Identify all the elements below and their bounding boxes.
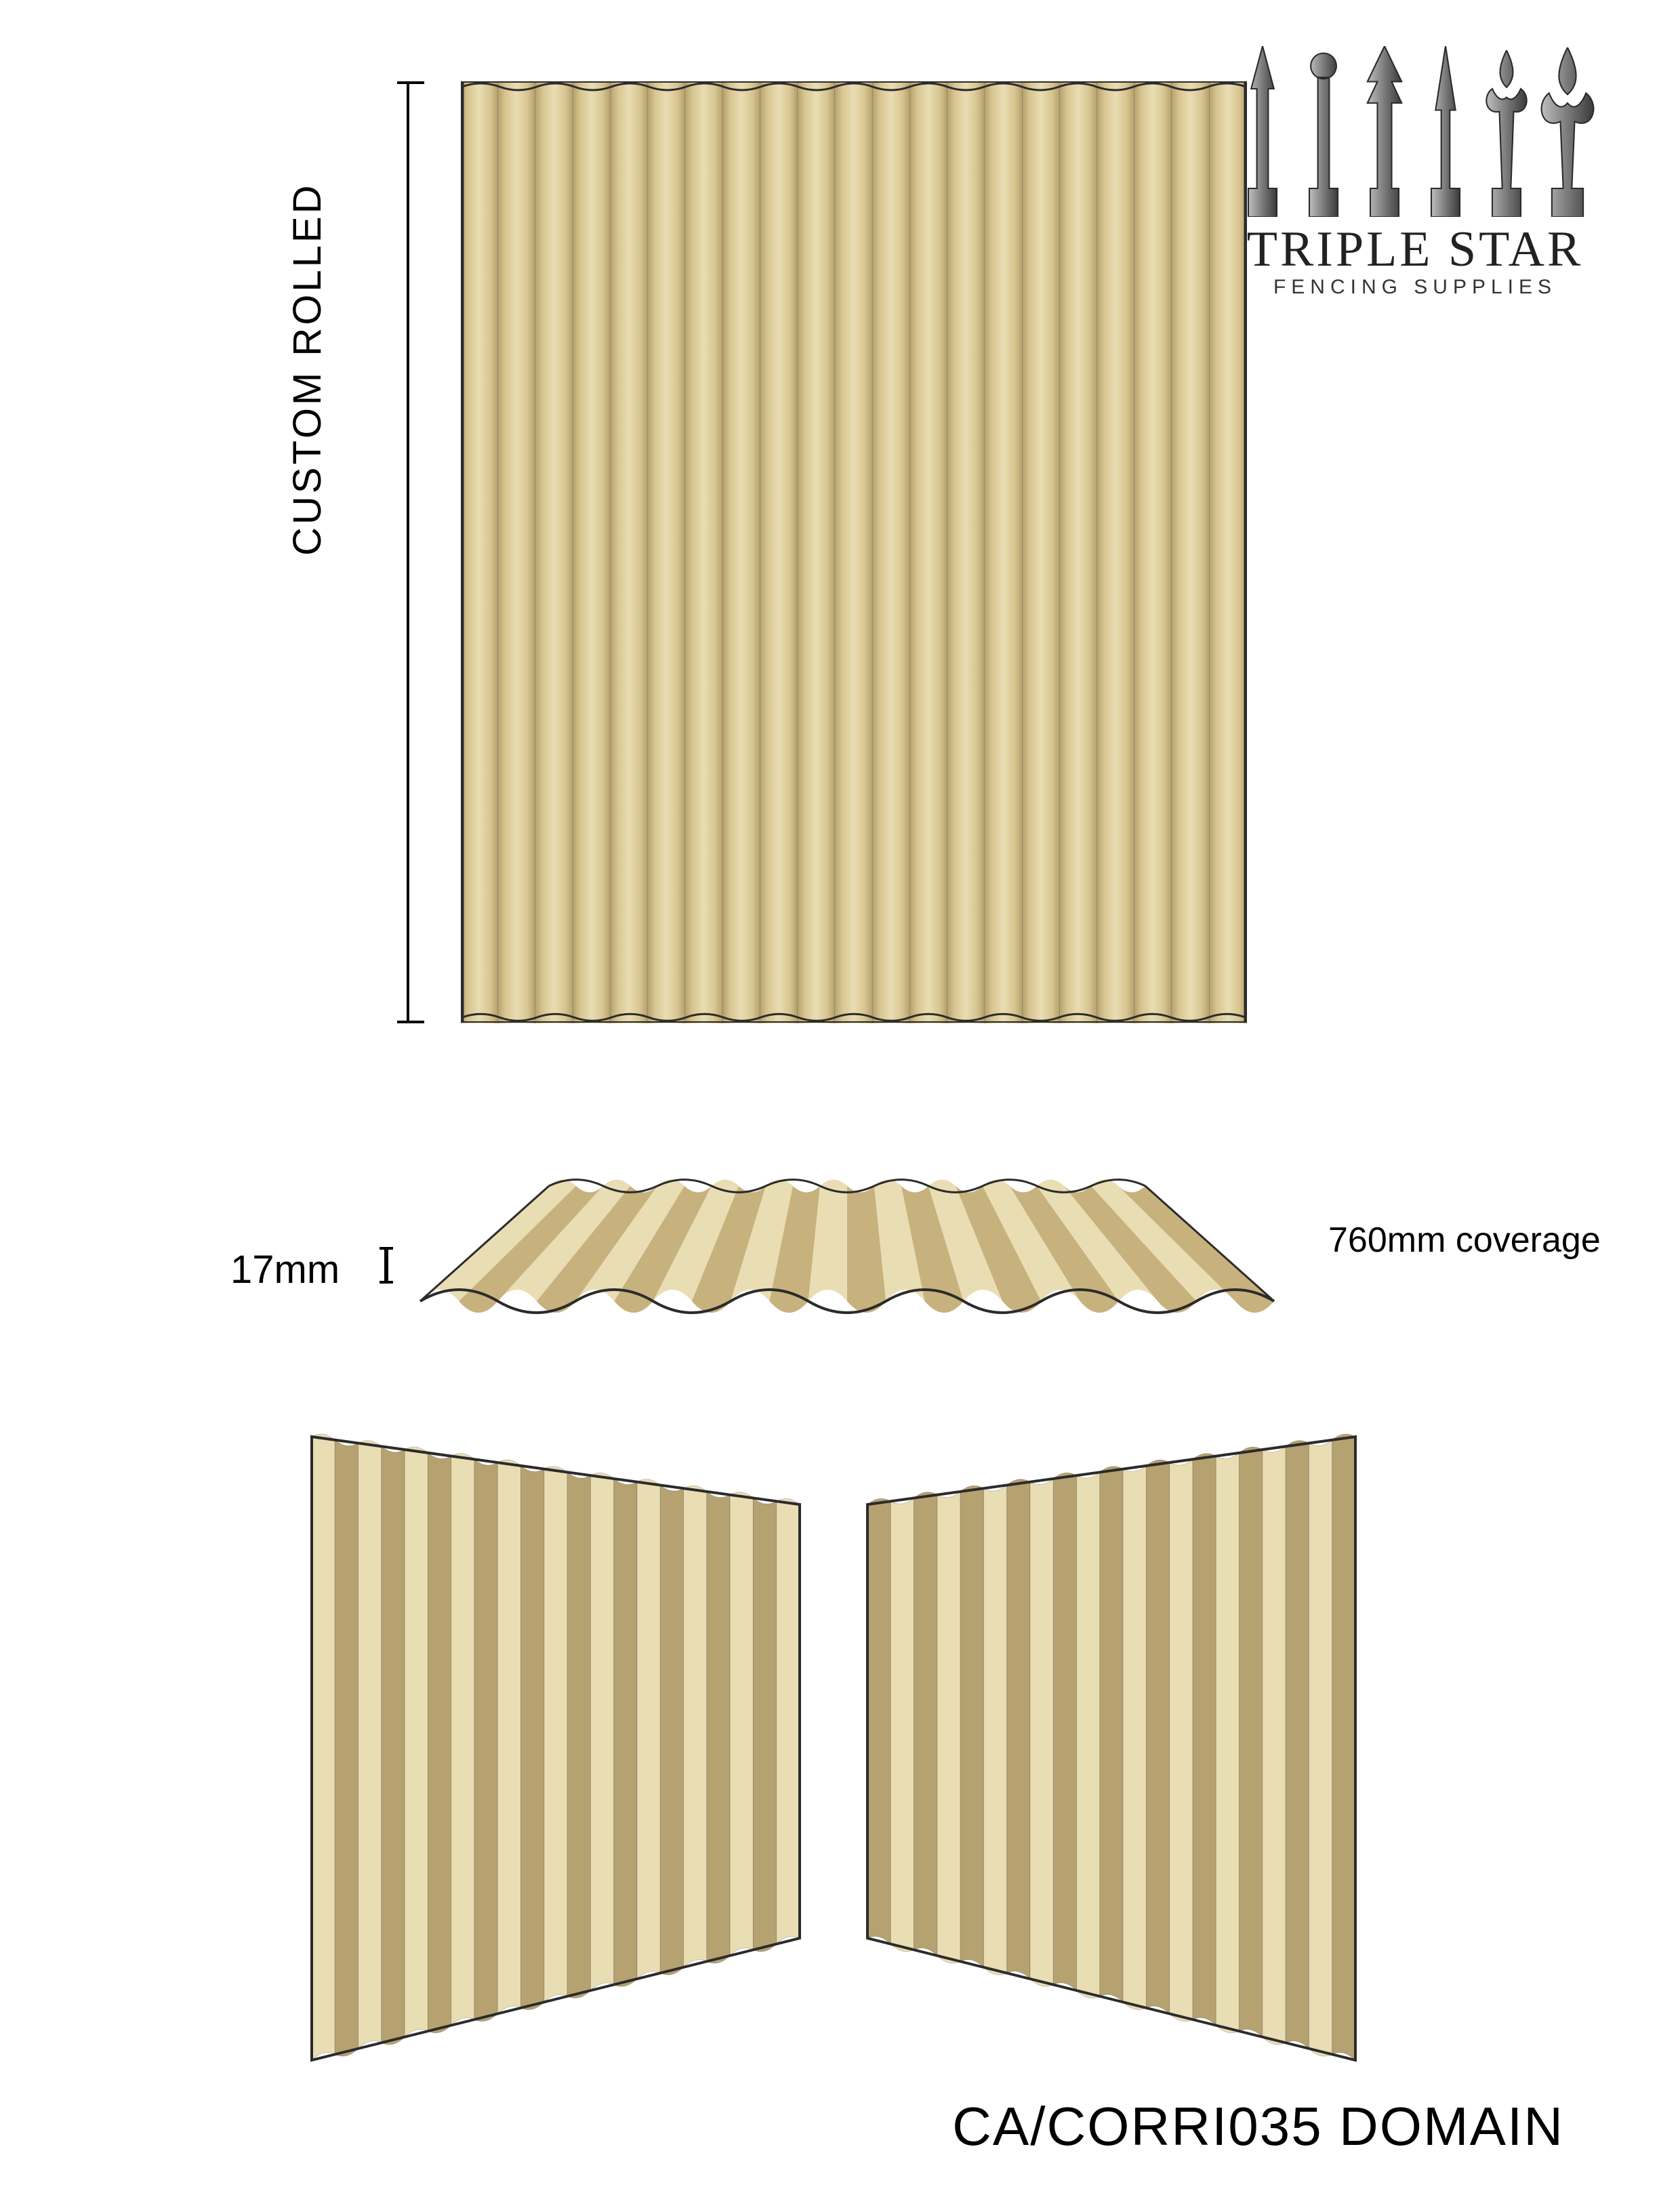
finial-icon	[1356, 46, 1413, 217]
corrugation-rib	[498, 81, 535, 1023]
corrugation-rib	[798, 81, 835, 1023]
logo-title: TRIPLE STAR	[1225, 221, 1605, 279]
corrugation-rib	[723, 81, 760, 1023]
height-dimension-bracket	[407, 81, 409, 1023]
finial-icon	[1417, 46, 1474, 217]
corrugation-rib	[1060, 81, 1097, 1023]
product-code: CA/CORRI035 DOMAIN	[952, 2095, 1564, 2158]
perspective-views	[285, 1423, 1382, 2074]
corrugation-rib	[1097, 81, 1134, 1023]
corrugation-rib	[1210, 81, 1247, 1023]
corrugation-rib	[760, 81, 798, 1023]
finial-icon	[1295, 46, 1352, 217]
thickness-tick-icon	[380, 1247, 393, 1284]
height-dimension-label: CUSTOM ROLLED	[285, 183, 330, 556]
corrugation-rib	[573, 81, 611, 1023]
profile-section	[407, 1159, 1288, 1335]
profile-svg	[407, 1159, 1288, 1335]
corrugation-rib	[1172, 81, 1209, 1023]
corrugation-rib	[461, 81, 498, 1023]
coverage-label: 760mm coverage	[1328, 1220, 1601, 1261]
front-elevation	[461, 81, 1247, 1023]
corrugation-rib	[910, 81, 947, 1023]
corrugation-rib	[535, 81, 573, 1023]
corrugation-rib	[985, 81, 1022, 1023]
corrugation-rib	[835, 81, 872, 1023]
logo-subtitle: FENCING SUPPLIES	[1225, 276, 1605, 299]
corrugation-rib	[1023, 81, 1060, 1023]
company-logo: TRIPLE STAR FENCING SUPPLIES	[1225, 41, 1605, 299]
corrugation-rib	[1134, 81, 1172, 1023]
corrugation-rib	[648, 81, 685, 1023]
corrugation-rib	[873, 81, 910, 1023]
thickness-label: 17mm	[230, 1247, 340, 1292]
logo-finials	[1225, 41, 1605, 217]
finial-icon	[1539, 46, 1596, 217]
corrugation-rib	[611, 81, 648, 1023]
page: TRIPLE STAR FENCING SUPPLIES CUSTOM ROLL…	[0, 0, 1659, 2212]
corrugated-sheet-front	[461, 81, 1247, 1023]
corrugation-rib	[685, 81, 722, 1023]
corrugation-rib	[947, 81, 985, 1023]
finial-icon	[1478, 46, 1535, 217]
perspective-svg	[285, 1423, 1382, 2074]
